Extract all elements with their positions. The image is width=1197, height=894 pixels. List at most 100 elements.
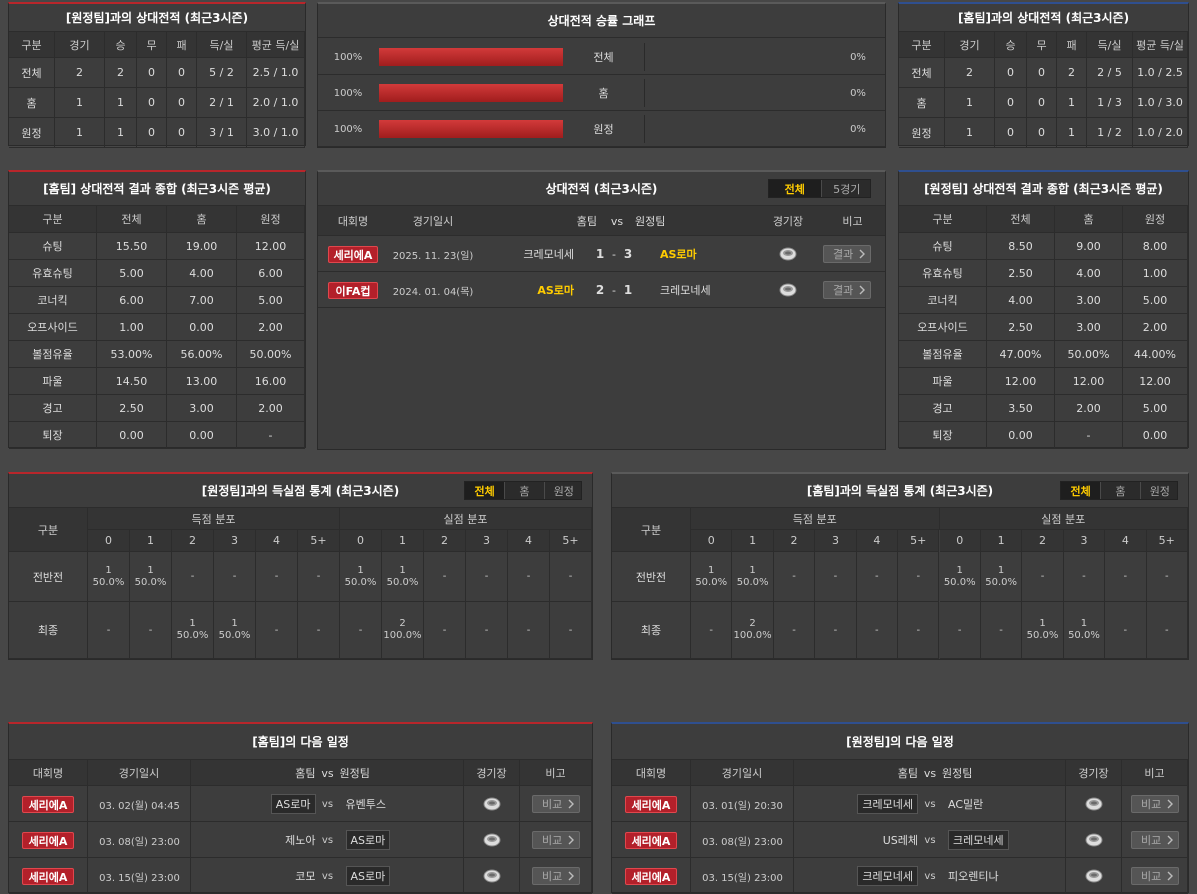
group-header: 실점 분포 — [340, 508, 592, 530]
row-label: 최종 — [9, 602, 88, 659]
row-label: 전반전 — [9, 552, 88, 602]
cell-bg — [612, 822, 691, 858]
away-cell: AS로마 — [660, 236, 810, 272]
tab[interactable]: 홈 — [1100, 482, 1139, 499]
header-cell — [191, 760, 464, 786]
dist-cell: 1 50.0% — [382, 552, 424, 602]
cell-bg — [1122, 822, 1188, 858]
stat-cell: 1 / 2 — [1087, 118, 1133, 148]
bucket-label: 1 — [382, 530, 424, 552]
league-badge: 이FA컵 — [328, 282, 378, 299]
stat-cell: 0 — [137, 118, 167, 148]
compare-button[interactable]: 비교 — [532, 795, 580, 813]
away-cell: 유벤투스 — [346, 786, 506, 822]
stat-cell: 8.00 — [1123, 233, 1188, 260]
home-team: 코모 — [295, 870, 316, 883]
compare-button[interactable]: 결과 — [823, 245, 871, 263]
stat-cell: 0.00 — [1123, 422, 1188, 449]
row-label: 원정 — [9, 118, 55, 148]
tab[interactable]: 원정 — [543, 482, 583, 499]
stat-cell: 5.00 — [1123, 287, 1188, 314]
home-team: US레체 — [882, 834, 918, 847]
dist-cell: - — [550, 602, 592, 659]
away-cell: 크레모네세 — [948, 822, 1108, 858]
league-badge: 세리에A — [625, 868, 677, 885]
stat-cell: 50.00% — [1055, 341, 1123, 368]
goal-count: 1 — [399, 564, 406, 576]
tab[interactable]: 전체 — [769, 180, 821, 197]
vs-label: vs — [321, 834, 334, 846]
match-date: 03. 01(일) 20:30 — [702, 800, 783, 812]
compare-button[interactable]: 비교 — [532, 867, 580, 885]
home-team: 크레모네세 — [523, 248, 574, 261]
stadium-icon — [483, 797, 501, 811]
cell-bg — [88, 786, 191, 822]
cell-bg — [1066, 786, 1122, 822]
header-cell: 홈 — [167, 206, 237, 233]
dist-cell: - — [424, 602, 466, 659]
stat-cell: 50.00% — [237, 341, 305, 368]
score-sep: - — [612, 247, 616, 261]
stat-cell: 1 — [945, 118, 995, 148]
tab[interactable]: 홈 — [504, 482, 543, 499]
row-label: 유효슈팅 — [9, 260, 97, 287]
tab[interactable]: 5경기 — [820, 180, 873, 197]
away-score: 3 — [623, 247, 633, 261]
away-team: AS로마 — [660, 248, 697, 261]
stat-cell: 5.00 — [97, 260, 167, 287]
header-cell: 득/실 — [197, 32, 247, 58]
stat-cell: 7.00 — [167, 287, 237, 314]
header-cell: 홈 — [1055, 206, 1123, 233]
row-label: 홈 — [899, 88, 945, 118]
stat-cell: 1 — [55, 88, 105, 118]
league-badge: 세리에A — [22, 868, 74, 885]
header-cell: 경기장 — [1066, 760, 1122, 786]
rate-row — [318, 39, 885, 75]
chevron-icon — [568, 871, 574, 881]
compare-button[interactable]: 비교 — [1131, 831, 1179, 849]
stadium-icon — [779, 283, 797, 297]
stat-cell: 0.00 — [97, 422, 167, 449]
match-date: 03. 08(일) 23:00 — [99, 836, 180, 848]
home-team: AS로마 — [537, 284, 574, 297]
header-cell: 승 — [105, 32, 137, 58]
away-team: AS로마 — [345, 830, 391, 850]
compare-button[interactable]: 비교 — [532, 831, 580, 849]
dist-cell: - — [1105, 602, 1147, 659]
cell-bg — [691, 822, 794, 858]
dist-cell: - — [856, 552, 899, 602]
compare-button[interactable]: 결과 — [823, 281, 871, 299]
header-cell: 무 — [137, 32, 167, 58]
stat-cell: 1.00 — [97, 314, 167, 341]
chevron-icon — [859, 249, 865, 259]
row-label: 홈 — [9, 88, 55, 118]
tab[interactable]: 원정 — [1139, 482, 1179, 499]
header-cell: 전체 — [987, 206, 1055, 233]
stat-cell: 9.00 — [1055, 233, 1123, 260]
row-label: 코너킥 — [899, 287, 987, 314]
cell-bg — [520, 786, 592, 822]
header-cell: 경기장 — [464, 760, 520, 786]
stat-cell: 8.50 — [987, 233, 1055, 260]
score-sep: - — [612, 283, 616, 297]
panel-title: [원정팀]과의 득실점 통계 (최근3시즌) — [9, 474, 592, 508]
tab[interactable]: 전체 — [465, 482, 505, 499]
goal-percent: 50.0% — [695, 576, 728, 588]
tab[interactable]: 전체 — [1061, 482, 1101, 499]
header-cell: 비고 — [520, 760, 592, 786]
stat-cell: 2.00 — [1055, 395, 1123, 422]
compare-button[interactable]: 비교 — [1131, 795, 1179, 813]
stat-cell: 47.00% — [987, 341, 1055, 368]
separator — [644, 43, 645, 71]
header-cell: 대회명 — [9, 760, 88, 786]
stat-cell: 0 — [995, 58, 1027, 88]
header-cell: 경기 — [55, 32, 105, 58]
compare-button[interactable]: 비교 — [1131, 867, 1179, 885]
tab-group: 전체 홈 원정 — [464, 481, 582, 500]
dist-cell: 1 50.0% — [172, 602, 214, 659]
league-badge: 세리에A — [625, 832, 677, 849]
rate-category: 원정 — [593, 123, 614, 136]
stat-cell: - — [237, 422, 305, 449]
row-label: 퇴장 — [9, 422, 97, 449]
stat-cell: 0 — [137, 58, 167, 88]
